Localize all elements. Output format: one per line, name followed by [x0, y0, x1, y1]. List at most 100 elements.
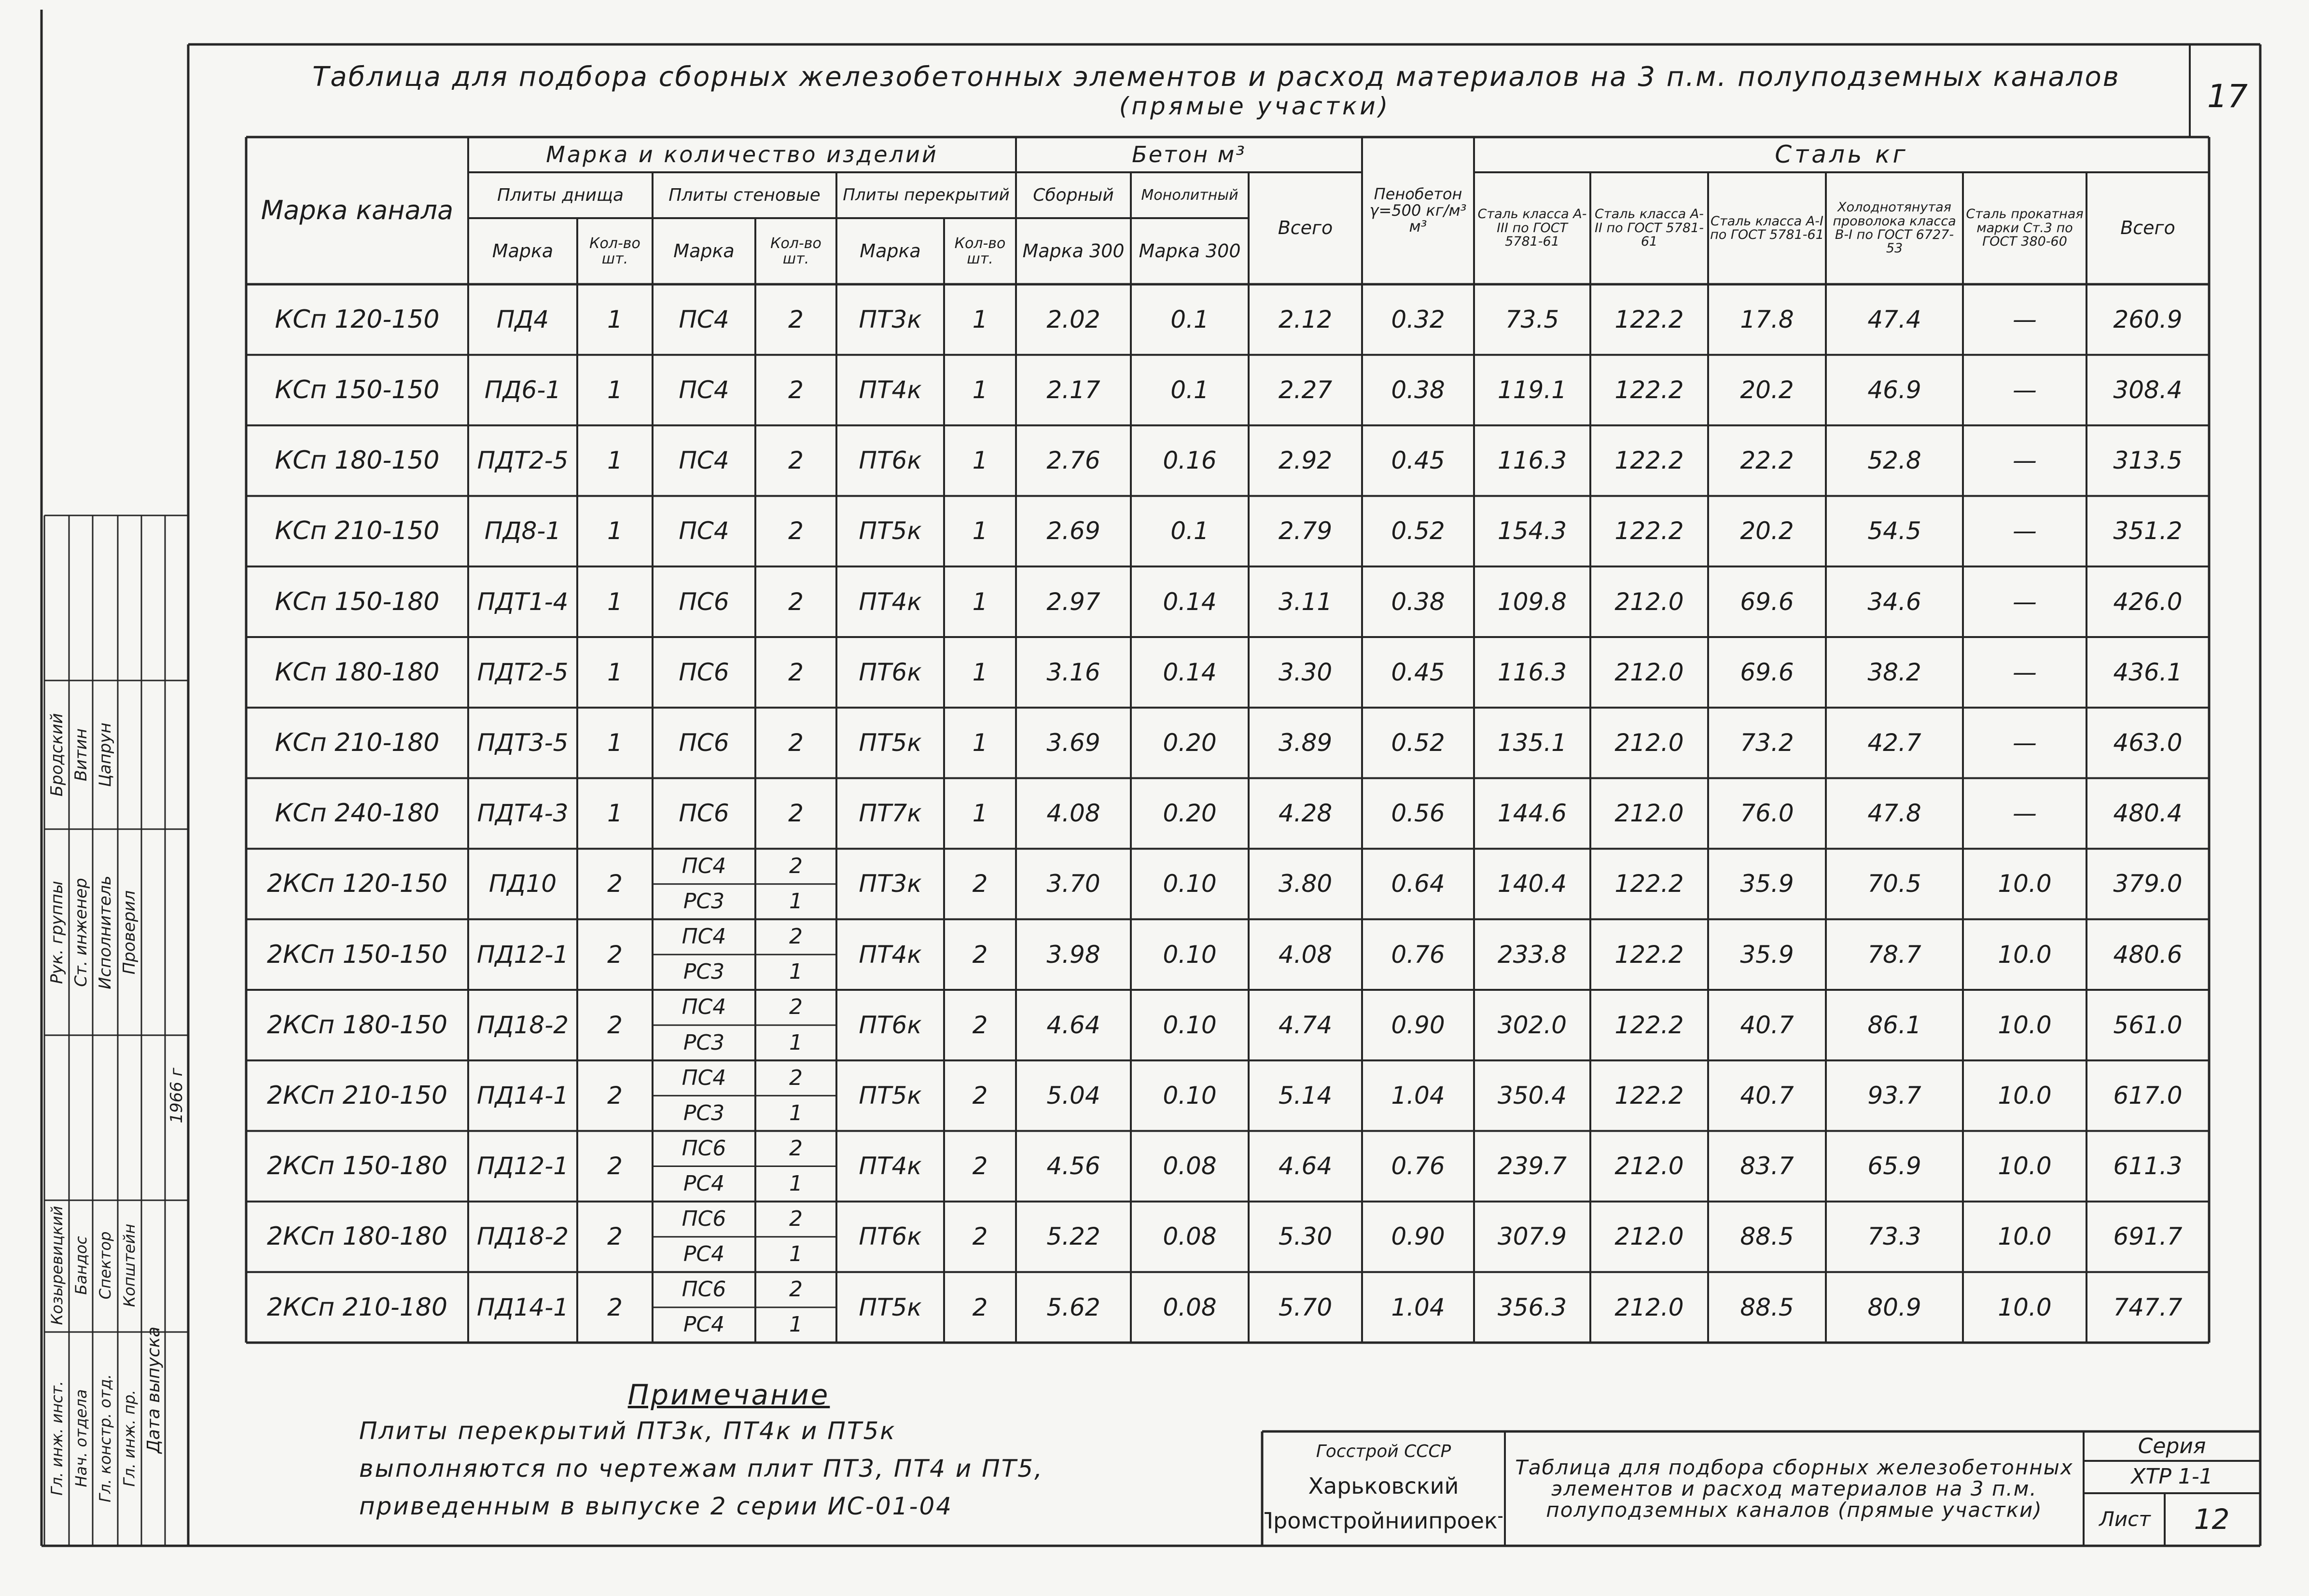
approval-name: Копштейн: [120, 1223, 139, 1307]
table-cell: 0.10: [1163, 1011, 1217, 1039]
table-cell: 88.5: [1740, 1293, 1794, 1321]
table-cell: ПТ4к: [859, 1152, 922, 1180]
table-cell: 122.2: [1614, 870, 1684, 898]
approval-role: Рук. группы: [47, 881, 67, 984]
header-cell: Сталь класса А-II по ГОСТ 5781-61: [1594, 207, 1704, 250]
table-cell: 2: [788, 658, 804, 686]
approval-name: Козыревицкий: [48, 1206, 66, 1325]
table-cell: ПДТ1-4: [477, 587, 569, 616]
table-cell: 2КСп 180-150: [266, 1010, 448, 1040]
table-cell: 2: [607, 870, 623, 898]
table-cell: 0.1: [1170, 517, 1209, 545]
approval-name: Бродский: [47, 713, 67, 797]
table-cell: 561.0: [2113, 1011, 2183, 1039]
table-cell: 5.62: [1046, 1293, 1100, 1321]
table-cell: 47.4: [1867, 305, 1921, 333]
table-cell: 135.1: [1497, 729, 1567, 757]
header-cell: Сборный: [1033, 185, 1114, 205]
table-cell: ПД8-1: [484, 517, 561, 545]
table-cell: РС3: [683, 1030, 725, 1055]
table-cell: ПС6: [679, 729, 729, 757]
table-cell: 212.0: [1614, 1152, 1684, 1180]
table-cell: 2: [788, 587, 804, 616]
sheet-label: Лист: [2099, 1507, 2151, 1531]
table-cell: 122.2: [1614, 1082, 1684, 1110]
table-cell: 4.74: [1278, 1011, 1333, 1039]
table-cell: 88.5: [1740, 1222, 1794, 1251]
table-cell: 1: [789, 959, 803, 985]
table-cell: 2: [607, 1152, 623, 1180]
table-cell: ПС4: [679, 305, 729, 333]
stamp-title: Таблица для подбора сборных железобетонн…: [1515, 1455, 2073, 1522]
table-cell: 212.0: [1614, 799, 1684, 828]
table-cell: 10.0: [1998, 1293, 2052, 1321]
table-cell: 17.8: [1740, 305, 1794, 333]
table-cell: 2КСп 150-180: [266, 1152, 448, 1181]
table-cell: 69.6: [1740, 658, 1794, 686]
table-cell: РС3: [683, 959, 725, 985]
table-cell: 70.5: [1867, 870, 1921, 898]
table-cell: 4.64: [1046, 1011, 1100, 1039]
table-cell: 302.0: [1497, 1011, 1567, 1039]
table-cell: 1.04: [1391, 1082, 1445, 1110]
table-cell: ПТ6к: [859, 446, 922, 475]
table-cell: 2: [788, 446, 804, 475]
table-cell: 73.3: [1867, 1222, 1921, 1251]
table-cell: —: [2013, 305, 2037, 333]
table-cell: 3.16: [1046, 658, 1100, 686]
approval-role: Нач. отдела: [72, 1389, 90, 1487]
table-cell: 0.14: [1163, 658, 1217, 686]
table-cell: 2.79: [1278, 517, 1333, 545]
table-cell: 2КСп 210-180: [266, 1292, 448, 1322]
table-cell: ПТ7к: [859, 799, 922, 828]
table-cell: 260.9: [2113, 305, 2183, 333]
table-cell: 2: [788, 729, 804, 757]
table-cell: 212.0: [1614, 658, 1684, 686]
header-cell: Плиты перекрытий: [843, 185, 1010, 205]
table-cell: ПД12-1: [476, 940, 569, 969]
approval-role: Исполнитель: [96, 875, 115, 989]
table-cell: ПС4: [679, 446, 729, 475]
table-cell: 2: [972, 940, 988, 969]
table-cell: —: [2013, 446, 2037, 475]
approval-name: Спектор: [96, 1231, 114, 1300]
release-date: 1966 г: [167, 1068, 186, 1124]
table-cell: 1: [607, 305, 623, 333]
table-cell: 1: [972, 729, 988, 757]
table-cell: 2: [607, 1222, 623, 1251]
table-cell: ПТ6к: [859, 658, 922, 686]
table-cell: 0.64: [1391, 870, 1445, 898]
table-cell: 1: [607, 376, 623, 404]
organization: Госстрой СССР: [1316, 1441, 1451, 1461]
table-cell: 2: [607, 1082, 623, 1110]
table-cell: 611.3: [2113, 1152, 2183, 1180]
table-cell: КСп 120-150: [275, 305, 440, 334]
table-cell: 0.52: [1391, 729, 1445, 757]
table-cell: 47.8: [1867, 799, 1921, 828]
table-cell: 0.16: [1163, 446, 1217, 475]
table-cell: 2: [788, 799, 804, 828]
table-cell: 10.0: [1998, 870, 2052, 898]
table-cell: 3.69: [1046, 729, 1100, 757]
table-cell: КСп 240-180: [275, 799, 440, 828]
table-cell: 116.3: [1497, 658, 1567, 686]
table-cell: 2.97: [1046, 587, 1100, 616]
table-cell: ПТ3к: [859, 305, 922, 333]
table-cell: ПТ5к: [859, 1082, 922, 1110]
table-cell: 5.30: [1278, 1222, 1333, 1251]
table-cell: 4.08: [1278, 940, 1333, 969]
table-cell: 1: [607, 729, 623, 757]
table-cell: 2: [972, 1082, 988, 1110]
table-cell: —: [2013, 376, 2037, 404]
header-cell: Марка и количество изделий: [546, 141, 938, 168]
table-cell: 379.0: [2113, 870, 2183, 898]
table-cell: 0.56: [1391, 799, 1445, 828]
table-cell: 0.1: [1170, 305, 1209, 333]
table-cell: 122.2: [1614, 305, 1684, 333]
table-cell: ПД14-1: [476, 1082, 569, 1110]
table-cell: 5.04: [1046, 1082, 1100, 1110]
table-cell: 2: [789, 1207, 803, 1232]
table-cell: 10.0: [1998, 1152, 2052, 1180]
table-cell: 1: [972, 799, 988, 828]
table-cell: 2.02: [1046, 305, 1100, 333]
